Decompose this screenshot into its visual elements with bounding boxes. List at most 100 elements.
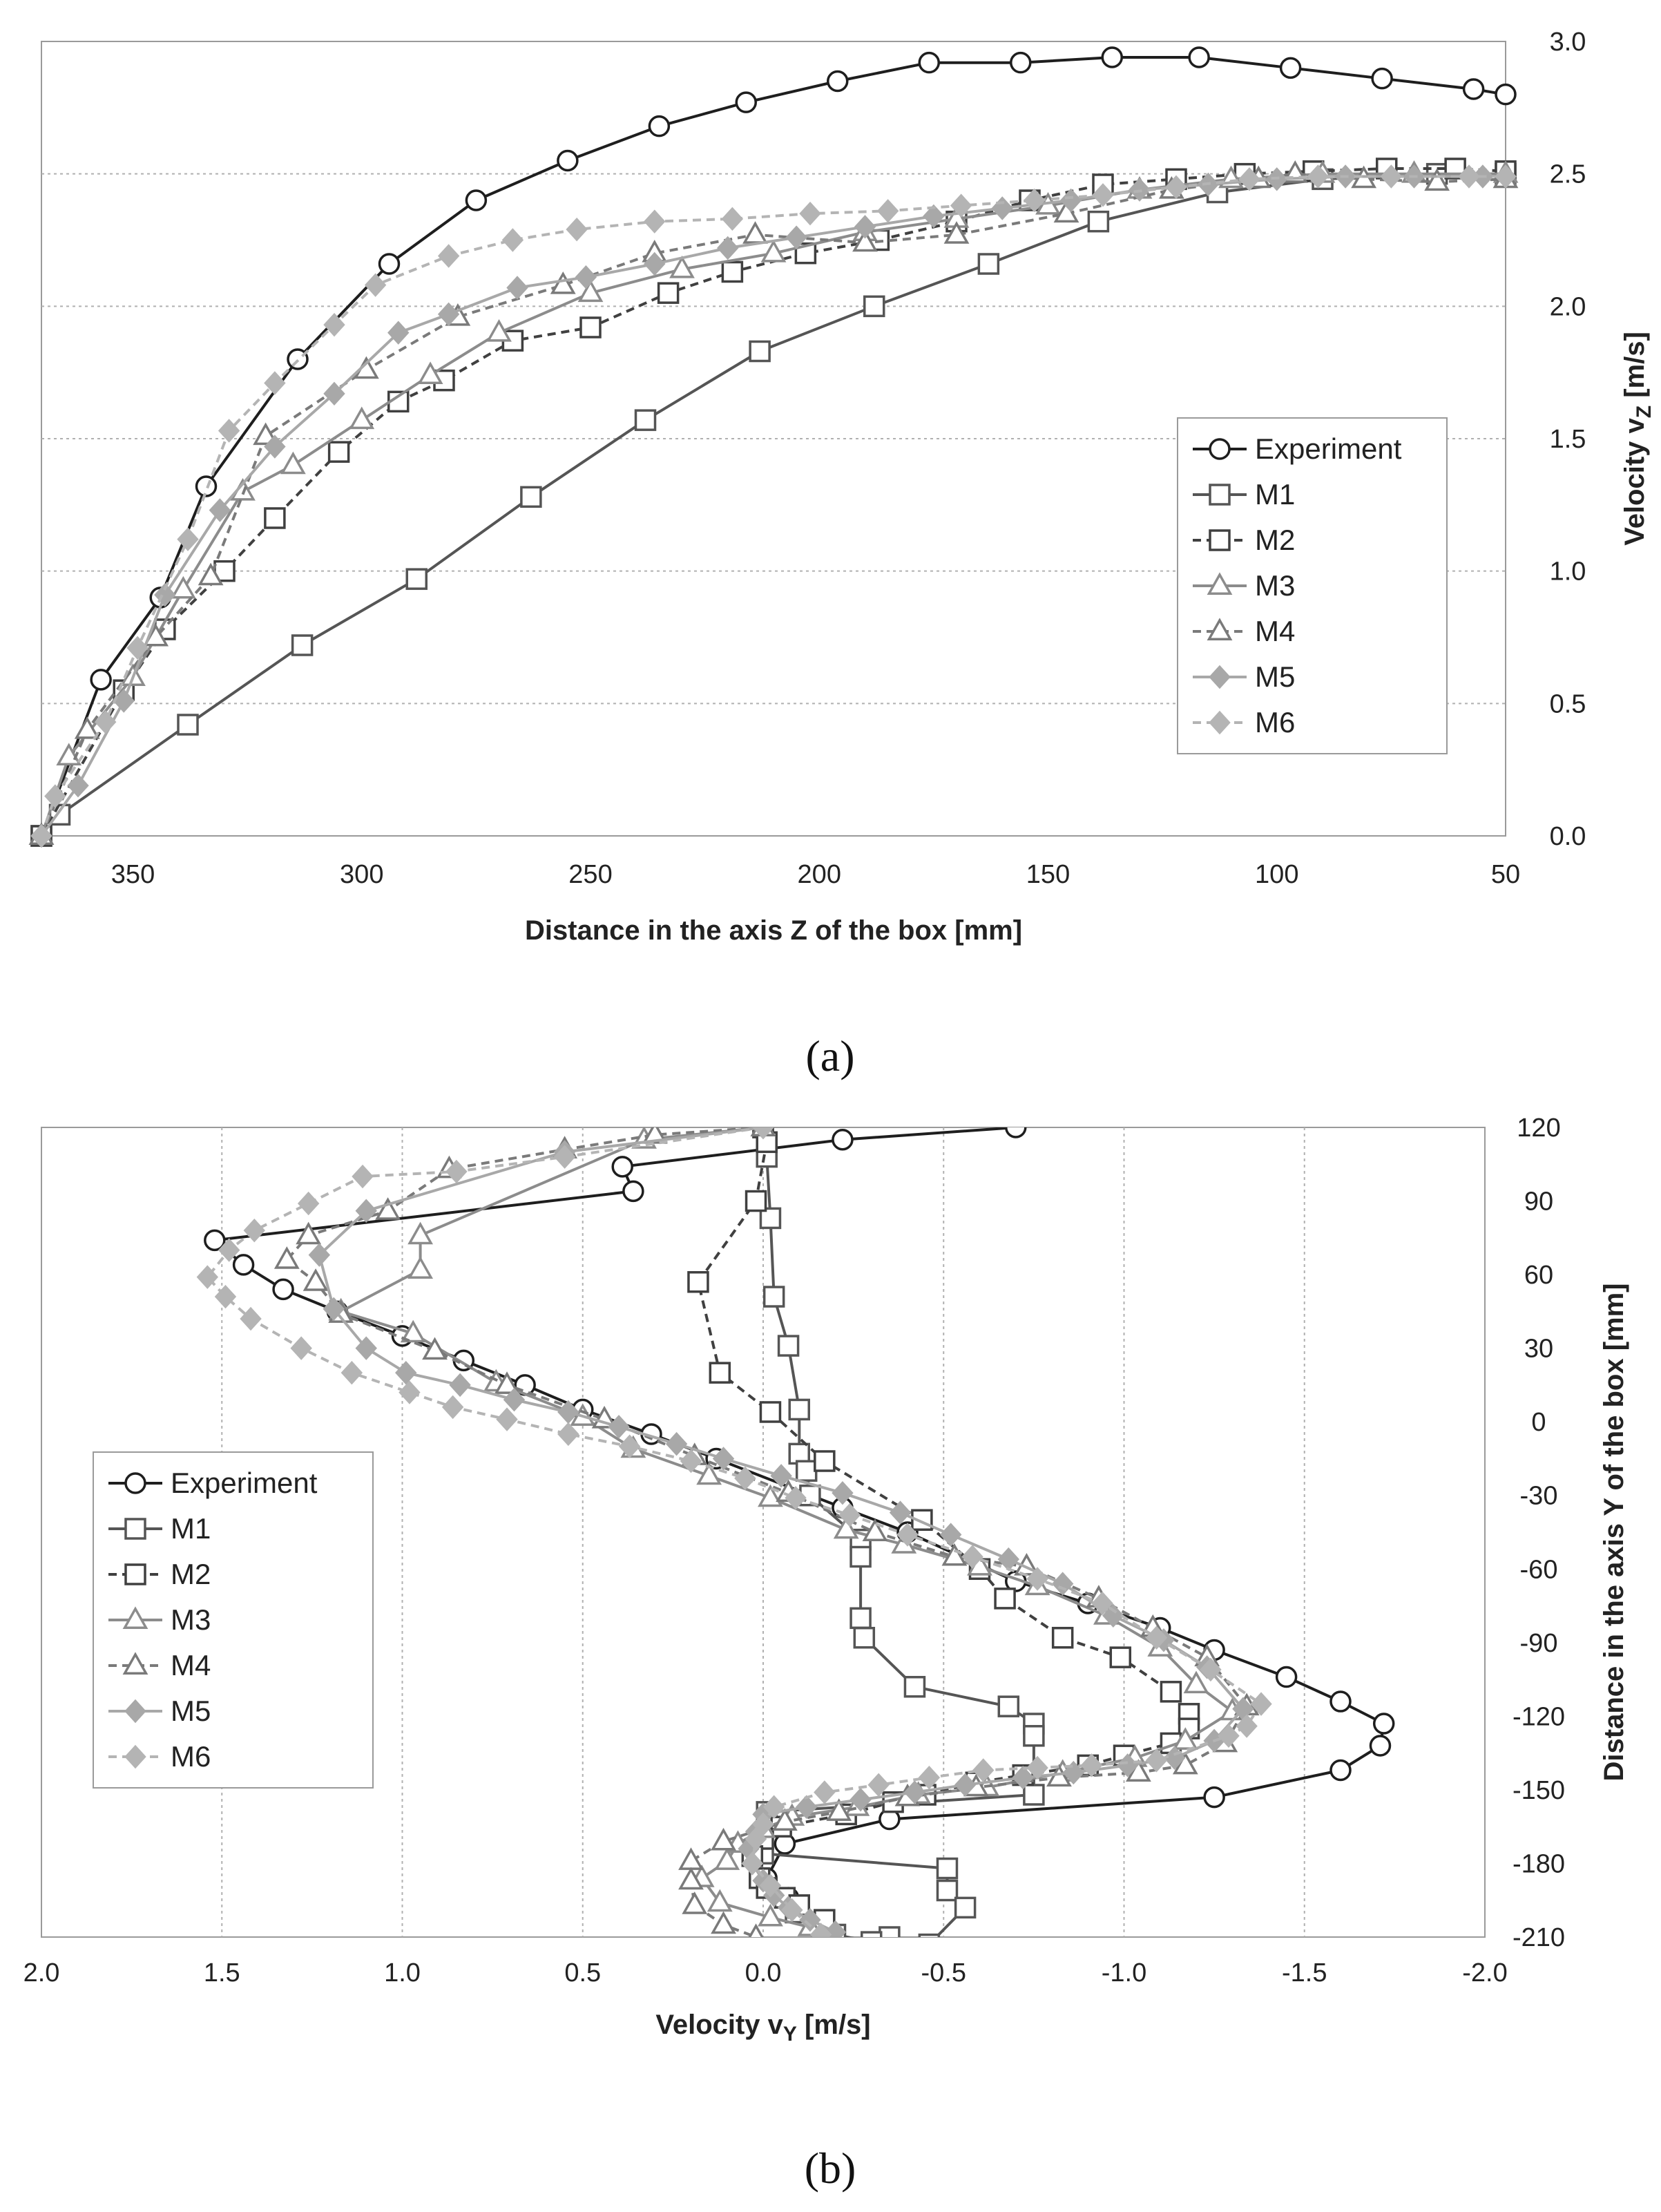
b-point-m6 — [814, 1780, 836, 1804]
a-legend-marker — [1209, 529, 1231, 551]
b-point-m6 — [1218, 1724, 1240, 1748]
b-point-m6 — [896, 1523, 919, 1547]
b-x-tick-label: 1.5 — [204, 1958, 240, 1987]
b-point-m5 — [1051, 1572, 1074, 1596]
b-legend-label: M3 — [171, 1603, 211, 1636]
a-legend-item-m4: M4 — [1193, 615, 1295, 647]
b-point-m1 — [878, 1926, 901, 1937]
b-point-m4 — [771, 1808, 798, 1831]
a-point-m2 — [264, 507, 286, 529]
b-point-m6 — [297, 1191, 320, 1216]
a-point-m2 — [721, 260, 744, 283]
a-x-tick-label: 250 — [568, 860, 612, 889]
a-y-axis-title-main: Velocity v — [1620, 417, 1650, 545]
b-y-axis-title: Distance in the axis Y of the box [mm] — [1599, 1284, 1629, 1782]
b-point-m4 — [273, 1246, 300, 1269]
a-point-m3 — [760, 240, 787, 263]
b-point-m6 — [557, 1422, 579, 1447]
a-point-m6 — [799, 201, 821, 226]
b-point-m6 — [1250, 1692, 1272, 1716]
a-point-m1 — [1087, 210, 1110, 233]
b-y-tick-label: -60 — [1520, 1555, 1558, 1584]
a-x-tick-label: 300 — [340, 860, 383, 889]
a-point-m3 — [170, 575, 196, 599]
a-point-m5 — [506, 276, 528, 300]
a-y-tick-label: 1.5 — [1550, 425, 1586, 454]
b-point-experiment — [204, 1229, 226, 1252]
b-x-tick-label: -0.5 — [921, 1958, 966, 1987]
a-point-m6 — [1495, 164, 1517, 189]
b-point-experiment — [832, 1129, 854, 1151]
b-point-m1 — [918, 1933, 941, 1937]
b-point-m4 — [748, 1923, 764, 1937]
a-point-m3 — [486, 319, 512, 342]
b-point-m3 — [758, 1903, 783, 1927]
b-point-m3 — [1183, 1670, 1209, 1694]
b-point-m6 — [441, 1395, 464, 1420]
b-x-axis-title: Velocity vY [m/s] — [655, 2010, 870, 2046]
b-point-m3 — [714, 1847, 740, 1870]
a-point-m1 — [291, 634, 314, 656]
a-point-m6 — [1238, 167, 1260, 191]
b-point-experiment — [272, 1278, 294, 1301]
b-x-axis-title-main: Velocity v — [655, 2010, 783, 2040]
b-point-m5 — [323, 1297, 345, 1322]
a-point-experiment — [90, 669, 112, 691]
b-point-m1 — [1023, 1725, 1045, 1747]
a-series-m6 — [30, 164, 1517, 848]
b-x-tick-label: 1.0 — [384, 1958, 421, 1987]
b-panel-label: (b) — [805, 2144, 856, 2193]
b-legend-item-m1: M1 — [108, 1512, 211, 1545]
a-point-m4 — [943, 221, 970, 244]
a-y-axis-title: Velocity vZ [m/s] — [1620, 332, 1655, 546]
b-point-m5 — [503, 1388, 526, 1412]
b-point-m6 — [618, 1434, 641, 1458]
a-point-m4 — [550, 271, 576, 294]
a-y-tick-label: 2.5 — [1550, 160, 1586, 189]
a-point-m6 — [1307, 164, 1329, 189]
a-point-m1 — [405, 568, 428, 590]
b-point-m4 — [303, 1268, 329, 1291]
b-point-m5 — [1102, 1603, 1124, 1628]
a-legend-item-m3: M3 — [1193, 569, 1295, 602]
a-point-m4 — [1053, 200, 1079, 223]
b-point-m6 — [759, 1873, 782, 1898]
a-y-tick-label: 3.0 — [1550, 28, 1586, 57]
a-panel-label: (a) — [805, 1031, 854, 1080]
a-point-experiment — [735, 91, 757, 113]
b-point-m5 — [395, 1360, 417, 1385]
a-point-m5 — [785, 225, 807, 249]
b-point-m6 — [745, 1827, 767, 1851]
b-series-m1 — [752, 1127, 1045, 1937]
a-x-tick-label: 100 — [1255, 860, 1298, 889]
b-point-m1 — [997, 1695, 1020, 1717]
b-point-m4 — [862, 1518, 888, 1541]
a-point-m1 — [177, 714, 199, 736]
b-point-m5 — [849, 1787, 872, 1812]
a-point-m6 — [876, 199, 899, 223]
b-point-m5 — [712, 1447, 735, 1471]
a-point-m6 — [566, 217, 588, 242]
a-point-m3 — [280, 451, 306, 475]
a-point-m6 — [1380, 164, 1403, 189]
a-y-tick-label: 0.0 — [1550, 822, 1586, 851]
b-point-m2 — [759, 1401, 782, 1423]
a-point-experiment — [1101, 46, 1123, 68]
b-point-m1 — [762, 1286, 785, 1308]
a-x-tick-label: 50 — [1491, 860, 1520, 889]
b-point-m6 — [1091, 1591, 1113, 1616]
b-point-m4 — [826, 1798, 852, 1821]
a-point-m6 — [30, 823, 52, 848]
b-y-tick-label: 30 — [1524, 1335, 1553, 1364]
b-point-m6 — [196, 1265, 219, 1289]
a-point-m4 — [852, 229, 878, 252]
b-x-tick-label: 0.0 — [745, 1958, 782, 1987]
b-series-group — [196, 1127, 1395, 1937]
b-point-m5 — [1012, 1765, 1034, 1790]
b-point-m6 — [240, 1306, 262, 1331]
a-point-experiment — [1371, 67, 1393, 90]
b-point-m6 — [1236, 1714, 1258, 1738]
a-point-experiment — [648, 115, 671, 137]
a-point-m2 — [579, 316, 602, 339]
b-point-m1 — [849, 1607, 872, 1630]
